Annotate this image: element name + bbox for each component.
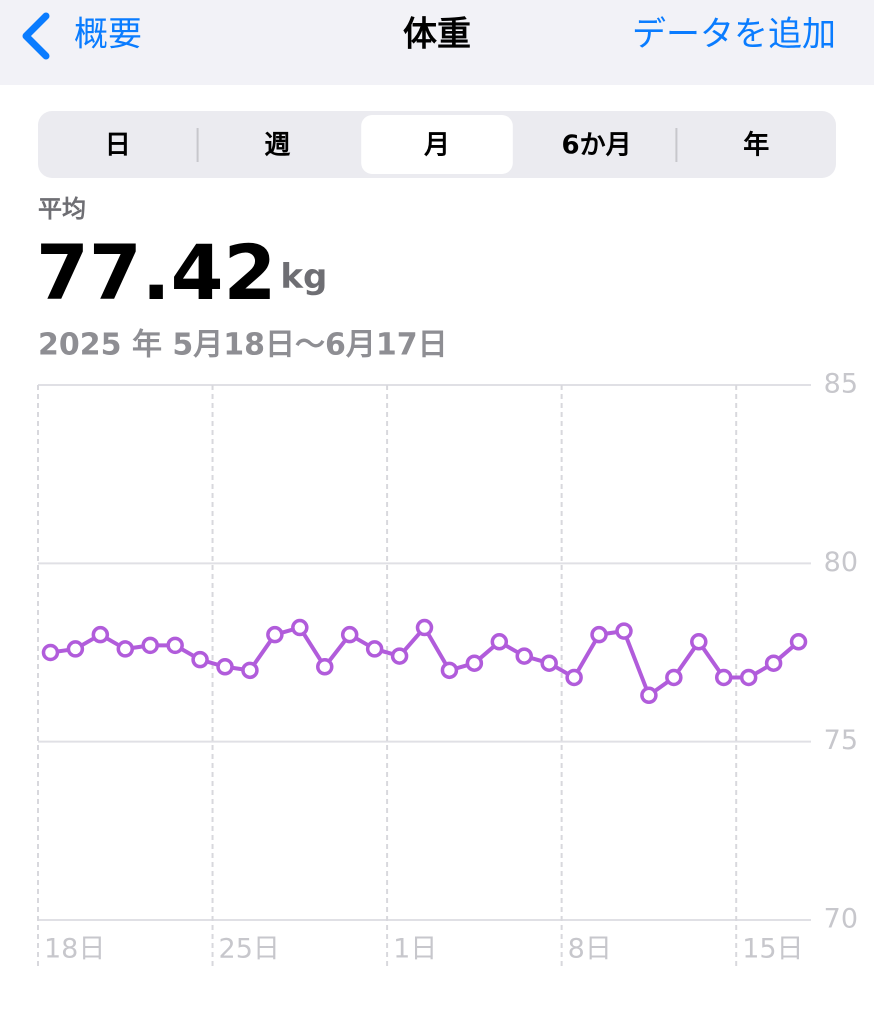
- back-button[interactable]: 概要: [74, 15, 142, 55]
- y-tick-label: 70: [824, 904, 858, 935]
- data-point: [365, 640, 384, 658]
- data-point: [665, 668, 683, 687]
- data-point: [465, 654, 484, 672]
- segment[interactable]: 日: [105, 131, 131, 161]
- data-point: [266, 625, 284, 644]
- average-unit: kg: [280, 257, 327, 297]
- data-point: [440, 661, 459, 680]
- data-point: [291, 618, 309, 637]
- y-tick-label: 85: [824, 369, 858, 400]
- data-point: [590, 625, 608, 644]
- data-point: [540, 654, 558, 672]
- data-point: [241, 661, 259, 680]
- data-point: [116, 640, 135, 658]
- data-point: [565, 668, 583, 687]
- data-point: [764, 654, 783, 672]
- back-chevron[interactable]: [22, 12, 50, 60]
- data-point: [515, 647, 533, 665]
- average-label: 平均: [38, 195, 86, 223]
- x-tick-label: 1日: [393, 934, 437, 965]
- data-point: [615, 622, 633, 640]
- data-point: [141, 636, 159, 655]
- y-tick-label: 80: [824, 547, 858, 578]
- segment[interactable]: 月: [423, 131, 450, 161]
- segment-selected-bg: [361, 115, 513, 174]
- weight-line: [50, 625, 800, 698]
- data-point: [490, 633, 509, 651]
- x-tick-label: 15日: [742, 934, 803, 965]
- x-tick-label: 18日: [44, 934, 105, 965]
- chart: 70 75 80 85 18日 25日 1日 8日 15日: [37, 369, 858, 968]
- date-range: 2025 年 5月18日～6月17日: [38, 328, 448, 363]
- average-value: 77.42 kg: [36, 228, 327, 317]
- data-point: [714, 668, 733, 687]
- segment[interactable]: 年: [743, 130, 769, 161]
- data-point: [415, 618, 434, 637]
- x-tick-label: 25日: [219, 934, 280, 965]
- add-data-button[interactable]: データを追加: [632, 15, 836, 55]
- x-tick-label: 8日: [568, 934, 612, 965]
- data-point: [690, 633, 708, 651]
- nav-bar: [0, 0, 874, 85]
- nav-title: 体重: [403, 15, 471, 55]
- data-point: [640, 686, 658, 705]
- data-point: [91, 625, 110, 644]
- data-point: [340, 625, 359, 644]
- y-tick-label: 75: [824, 725, 858, 756]
- data-point: [789, 633, 808, 651]
- data-point: [739, 668, 758, 687]
- data-point: [216, 658, 234, 676]
- segment[interactable]: 6か月: [562, 131, 632, 161]
- average-number: 77.42: [36, 228, 276, 317]
- segments: 日 週 月 6か月 年: [105, 115, 769, 174]
- data-point: [166, 636, 184, 655]
- data-point: [41, 643, 60, 662]
- data-point: [191, 650, 209, 669]
- data-point: [66, 640, 85, 658]
- data-point: [390, 647, 409, 665]
- segment[interactable]: 週: [264, 131, 290, 161]
- data-point: [316, 658, 334, 676]
